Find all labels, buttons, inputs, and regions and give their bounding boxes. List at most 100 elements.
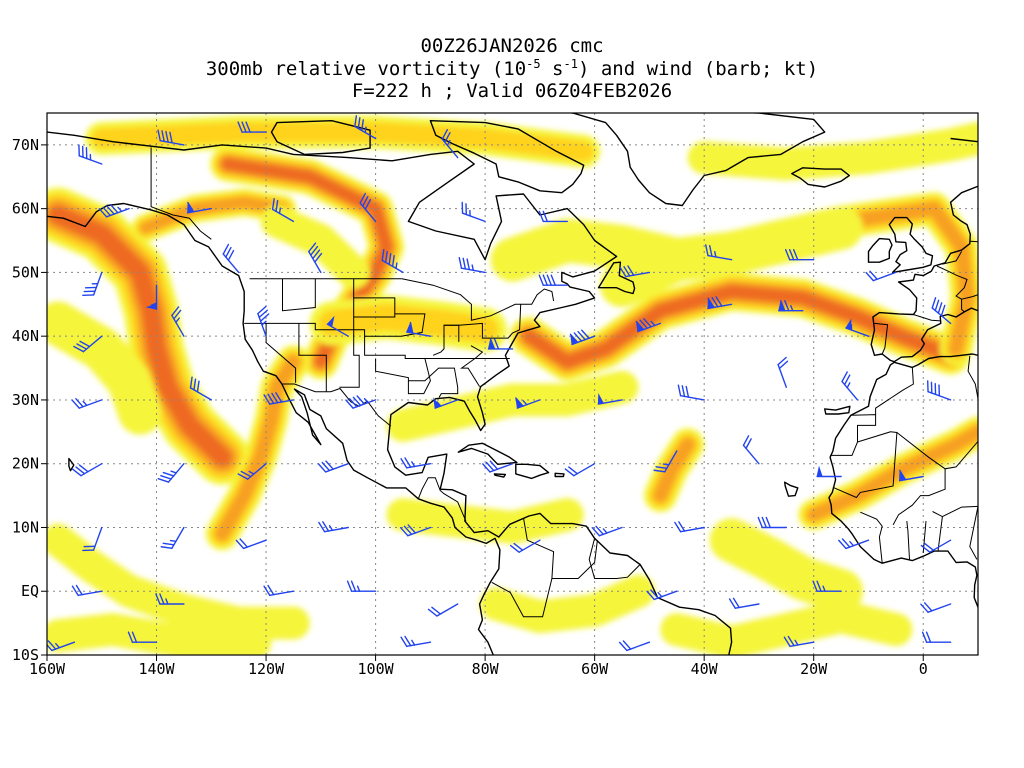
wind-barb-half	[261, 320, 267, 326]
wind-barb-full	[843, 374, 851, 386]
wind-barb	[509, 539, 541, 553]
wind-barb-full	[83, 545, 96, 548]
wind-barb-half	[82, 400, 88, 407]
wind-barb-full	[745, 438, 752, 450]
wind-barb-full	[322, 521, 330, 532]
wind-barb	[865, 270, 897, 282]
wind-barb	[263, 392, 295, 405]
wind-barb-half	[446, 139, 451, 147]
wind-barb	[838, 538, 870, 550]
wind-barb	[82, 526, 103, 552]
wind-barb-half	[650, 320, 656, 327]
wind-barb-full	[937, 302, 943, 314]
wind-barb	[433, 397, 459, 409]
vorticity-band-alaska-pacific-trough-level-4	[48, 205, 232, 467]
wind-barb	[653, 450, 678, 473]
vorticity-band-mid-atlantic-n-level-1	[600, 205, 863, 308]
wind-barb-full	[591, 526, 601, 537]
border-us-states-west2	[265, 323, 297, 383]
wind-barb-full	[940, 304, 946, 317]
wind-barb-full	[241, 121, 247, 133]
wind-barb-full	[639, 319, 648, 329]
wind-barb-full	[674, 521, 682, 533]
coastlines	[47, 113, 978, 655]
coastline-jamaica	[493, 473, 507, 478]
x-tick-label: 20W	[800, 660, 828, 678]
wind-barb-full	[84, 286, 98, 289]
wind-barb-full	[308, 242, 317, 253]
wind-barb-half	[248, 470, 255, 475]
border-africa-nigeria	[942, 505, 978, 560]
wind-barb	[47, 640, 76, 652]
wind-barb-full	[85, 147, 88, 160]
wind-barb-full	[899, 469, 907, 481]
wind-barb-full	[357, 117, 361, 130]
vorticity-band-sw-atlantic-south-level-1	[660, 600, 913, 655]
wind-barb-full	[155, 593, 161, 605]
wind-barb-full	[728, 598, 736, 609]
wind-barb-full	[427, 608, 438, 617]
vorticity-band-us-plains-patch-level-2	[318, 303, 499, 344]
y-tick-label: 30N	[12, 391, 39, 409]
wind-barb-half	[363, 397, 369, 404]
coastline-hawaii	[68, 457, 75, 472]
wind-barb-full	[542, 274, 548, 286]
wind-barb	[619, 265, 651, 278]
wind-barb-full	[783, 636, 791, 648]
wind-barb-pennant	[326, 315, 335, 328]
vorticity-band-tropical-pacific-s-level-1	[47, 613, 272, 655]
wind-barb-full	[258, 309, 268, 319]
wind-barb-full	[47, 641, 53, 652]
vorticity-band-south-america-patch-level-1	[479, 574, 655, 634]
wind-barb-full	[225, 246, 232, 258]
wind-barb-full	[841, 371, 848, 383]
wind-barb-full	[493, 338, 500, 350]
wind-barb	[646, 589, 678, 601]
y-tick-label: 60N	[12, 200, 39, 218]
wind-barb-full	[619, 266, 627, 278]
wind-barb-half	[846, 382, 851, 389]
wind-barb-full	[47, 640, 57, 650]
wind-barb-full	[925, 631, 932, 643]
wind-barb-full	[78, 144, 80, 157]
vorticity-band-hawaii-band-level-1	[47, 301, 163, 435]
vorticity-band-sw-atlantic-south	[660, 600, 913, 655]
wind-barb	[73, 335, 103, 353]
border-eu-portugal-spain	[874, 322, 889, 355]
title-line-2-suffix: ) and wind (barb; kt)	[578, 58, 818, 80]
wind-barb-full	[622, 640, 632, 650]
vorticity-band-mid-atlantic-trop	[709, 518, 863, 614]
wind-barb	[237, 121, 267, 133]
wind-barb-full	[263, 585, 271, 597]
wind-barb-full	[707, 297, 715, 309]
wind-barb-full	[173, 309, 182, 320]
wind-barb-full	[466, 258, 471, 271]
coastline-baffin-island	[429, 119, 585, 194]
border-alaska-canada	[150, 147, 212, 240]
wind-barb-full	[359, 192, 366, 204]
title-line-2-mid: s	[541, 58, 564, 80]
border-us-states-e2	[460, 345, 484, 387]
wind-barb-full	[542, 210, 548, 223]
coastline-ireland	[867, 237, 893, 263]
wind-barb-full	[321, 461, 331, 472]
wind-barb-half	[850, 323, 853, 331]
wind-barb-full	[653, 469, 666, 473]
wind-barb-full	[407, 524, 417, 534]
vorticity-band-gulf-mexico-band	[386, 370, 639, 442]
wind-barb-full	[222, 243, 230, 255]
wind-barb	[345, 395, 377, 409]
wind-barb	[317, 460, 349, 473]
wind-barb-full	[160, 474, 172, 480]
wind-barb	[677, 384, 705, 401]
vorticity-band-caribbean-band	[386, 498, 584, 544]
wind-barb-full	[618, 641, 628, 652]
border-south-america-borders2	[588, 538, 641, 579]
coastline-hispaniola	[515, 463, 550, 480]
wind-barb-full	[742, 435, 750, 447]
wind-barb	[82, 271, 103, 296]
vorticity-band-gulf-mexico-band-level-1	[386, 370, 639, 442]
wind-barb-half	[364, 126, 367, 134]
wind-barb-full	[404, 457, 412, 468]
wind-barb	[921, 631, 952, 643]
